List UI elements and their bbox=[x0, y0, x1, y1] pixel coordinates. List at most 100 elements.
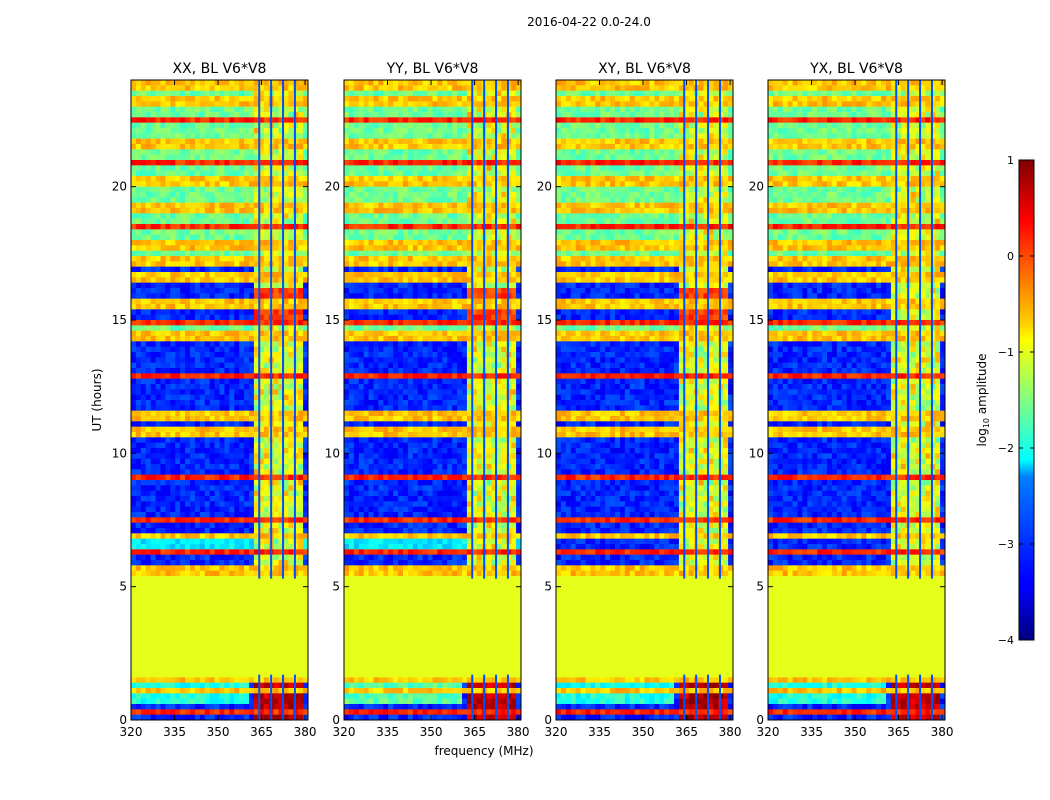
heatmap-cell bbox=[279, 624, 284, 630]
heatmap-cell bbox=[215, 485, 220, 491]
heatmap-cell bbox=[283, 315, 288, 321]
heatmap-cell bbox=[501, 165, 506, 171]
heatmap-cell bbox=[161, 304, 166, 310]
heatmap-cell bbox=[136, 341, 141, 347]
heatmap-cell bbox=[283, 587, 288, 593]
heatmap-cell bbox=[131, 565, 136, 571]
heatmap-cell bbox=[195, 240, 200, 246]
heatmap-cell bbox=[496, 123, 501, 129]
heatmap-cell bbox=[195, 363, 200, 369]
heatmap-cell bbox=[175, 363, 180, 369]
heatmap-cell bbox=[151, 651, 156, 657]
heatmap-cell bbox=[205, 272, 210, 278]
heatmap-cell bbox=[234, 560, 239, 566]
heatmap-cell bbox=[175, 331, 180, 337]
heatmap-cell bbox=[298, 640, 303, 646]
heatmap-cell bbox=[354, 128, 359, 134]
heatmap-cell bbox=[298, 571, 303, 577]
heatmap-cell bbox=[229, 549, 234, 555]
heatmap-cell bbox=[229, 176, 234, 182]
heatmap-cell bbox=[131, 416, 136, 422]
heatmap-cell bbox=[254, 581, 259, 587]
heatmap-cell bbox=[136, 171, 141, 177]
heatmap-cell bbox=[388, 128, 393, 134]
heatmap-cell bbox=[388, 123, 393, 129]
heatmap-cell bbox=[298, 277, 303, 283]
heatmap-cell bbox=[288, 459, 293, 465]
heatmap-cell bbox=[146, 592, 151, 598]
heatmap-cell bbox=[175, 565, 180, 571]
heatmap-cell bbox=[269, 651, 274, 657]
heatmap-cell bbox=[131, 347, 136, 353]
heatmap-cell bbox=[239, 384, 244, 390]
heatmap-cell bbox=[146, 171, 151, 177]
heatmap-cell bbox=[185, 709, 190, 715]
heatmap-cell bbox=[274, 619, 279, 625]
heatmap-cell bbox=[452, 107, 457, 113]
heatmap-cell bbox=[388, 133, 393, 139]
heatmap-cell bbox=[215, 181, 220, 187]
heatmap-cell bbox=[428, 160, 433, 166]
heatmap-cell bbox=[205, 96, 210, 102]
heatmap-cell bbox=[185, 299, 190, 305]
heatmap-cell bbox=[457, 91, 462, 97]
heatmap-cell bbox=[369, 123, 374, 129]
heatmap-cell bbox=[195, 549, 200, 555]
heatmap-cell bbox=[298, 331, 303, 337]
heatmap-cell bbox=[274, 277, 279, 283]
heatmap-cell bbox=[136, 421, 141, 427]
heatmap-cell bbox=[344, 107, 349, 113]
heatmap-cell bbox=[131, 395, 136, 401]
heatmap-cell bbox=[283, 309, 288, 315]
heatmap-cell bbox=[175, 251, 180, 257]
heatmap-cell bbox=[205, 283, 210, 289]
heatmap-cell bbox=[131, 160, 136, 166]
heatmap-cell bbox=[131, 123, 136, 129]
heatmap-cell bbox=[274, 587, 279, 593]
heatmap-cell bbox=[239, 320, 244, 326]
heatmap-cell bbox=[433, 171, 438, 177]
heatmap-cell bbox=[344, 171, 349, 177]
heatmap-cell bbox=[254, 613, 259, 619]
heatmap-cell bbox=[205, 384, 210, 390]
heatmap-cell bbox=[165, 373, 170, 379]
heatmap-cell bbox=[283, 368, 288, 374]
heatmap-cell bbox=[408, 117, 413, 123]
heatmap-cell bbox=[141, 229, 146, 235]
heatmap-cell bbox=[131, 304, 136, 310]
heatmap-cell bbox=[205, 432, 210, 438]
heatmap-cell bbox=[249, 213, 254, 219]
heatmap-cell bbox=[224, 299, 229, 305]
heatmap-cell bbox=[220, 576, 225, 582]
heatmap-cell bbox=[161, 640, 166, 646]
heatmap-cell bbox=[487, 112, 492, 118]
heatmap-cell bbox=[215, 640, 220, 646]
heatmap-cell bbox=[175, 597, 180, 603]
heatmap-cell bbox=[215, 507, 220, 513]
heatmap-cell bbox=[215, 523, 220, 529]
heatmap-cell bbox=[190, 288, 195, 294]
heatmap-cell bbox=[215, 571, 220, 577]
heatmap-cell bbox=[249, 400, 254, 406]
heatmap-cell bbox=[224, 139, 229, 145]
heatmap-cell bbox=[239, 608, 244, 614]
heatmap-cell bbox=[165, 496, 170, 502]
heatmap-cell bbox=[146, 283, 151, 289]
heatmap-cell bbox=[175, 688, 180, 694]
heatmap-cell bbox=[288, 107, 293, 113]
heatmap-cell bbox=[161, 117, 166, 123]
heatmap-cell bbox=[224, 587, 229, 593]
heatmap-cell bbox=[423, 144, 428, 150]
heatmap-cell bbox=[165, 325, 170, 331]
heatmap-cell bbox=[165, 661, 170, 667]
heatmap-cell bbox=[170, 373, 175, 379]
heatmap-cell bbox=[496, 80, 501, 86]
heatmap-cell bbox=[288, 128, 293, 134]
heatmap-cell bbox=[249, 624, 254, 630]
heatmap-cell bbox=[229, 299, 234, 305]
heatmap-cell bbox=[141, 208, 146, 214]
heatmap-cell bbox=[210, 549, 215, 555]
heatmap-cell bbox=[131, 261, 136, 267]
heatmap-cell bbox=[156, 101, 161, 107]
heatmap-cell bbox=[234, 331, 239, 337]
